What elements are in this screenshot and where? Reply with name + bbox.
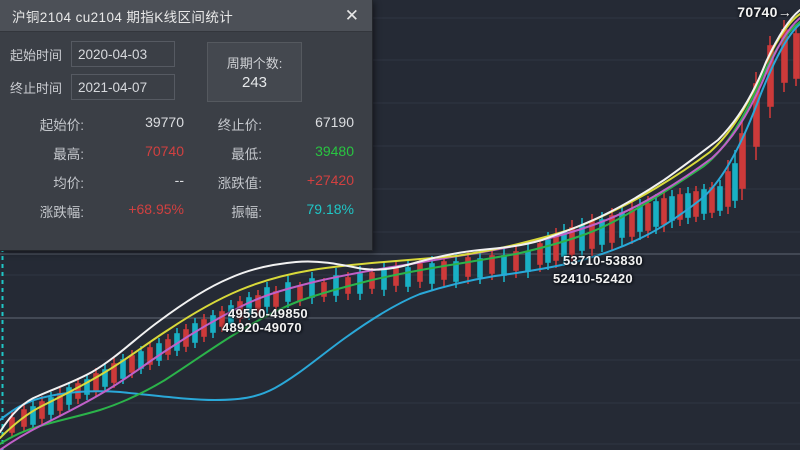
statistics-grid: 起始价: 39770 终止价: 67190 最高: 70740 最低: 3948… [0,108,372,221]
stat-label-amplitude: 振幅: [231,205,262,220]
annotation-range-lower-left: 48920-49070 [222,320,302,335]
close-icon[interactable]: ✕ [344,6,359,25]
stat-label-start-price: 起始价: [39,118,84,133]
period-count-value: 243 [242,74,268,91]
end-time-input[interactable] [71,74,176,100]
period-count-label: 周期个数: [226,56,283,71]
stat-value-end-price: 67190 [315,114,354,130]
stat-label-average-price: 均价: [53,176,84,191]
stat-value-start-price: 39770 [145,114,184,130]
end-time-label: 终止时间 [10,80,63,96]
period-count-box: 周期个数: 243 [207,42,303,102]
annotation-range-upper-left: 49550-49850 [228,306,308,321]
dialog-titlebar[interactable]: 沪铜2104 cu2104 期指K线区间统计 ✕ [0,0,372,32]
annotation-range-upper-right: 53710-53830 [563,253,643,268]
stat-label-change-value: 涨跌值: [217,176,262,191]
dialog-title: 沪铜2104 cu2104 期指K线区间统计 [12,9,234,25]
date-fields-group: 起始时间 终止时间 [10,41,176,100]
stat-value-change-value: +27420 [306,172,354,188]
ma-line-yellow [0,13,800,439]
start-time-label: 起始时间 [10,47,63,63]
date-range-section: 起始时间 终止时间 周期个数: 243 [0,32,372,108]
stat-label-high: 最高: [53,147,84,162]
end-time-row: 终止时间 [10,74,176,100]
ma-line-white [0,9,800,433]
annotation-high-price: 70740→ [737,4,792,20]
kline-range-statistics-dialog: 沪铜2104 cu2104 期指K线区间统计 ✕ 起始时间 终止时间 周期个数:… [0,0,373,251]
start-time-row: 起始时间 [10,41,176,67]
stat-value-high: 70740 [145,143,184,159]
stat-label-low: 最低: [231,147,262,162]
stat-value-amplitude: 79.18% [306,201,354,217]
stat-value-low: 39480 [315,143,354,159]
stat-value-change-percent: +68.95% [128,201,184,217]
ma-line-blue [0,23,800,421]
stat-value-average-price: -- [174,172,184,188]
annotation-range-lower-right: 52410-52420 [553,271,633,286]
ma-line-green [0,21,800,445]
stat-label-end-price: 终止价: [217,118,262,133]
start-time-input[interactable] [71,41,176,67]
stat-label-change-percent: 涨跌幅: [39,205,84,220]
moving-average-lines [0,9,800,450]
ma-line-magenta [0,17,800,450]
